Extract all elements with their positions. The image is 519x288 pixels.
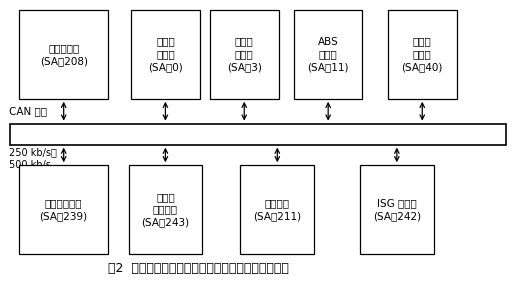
Text: 蓄电池
管理系统
(SA：243): 蓄电池 管理系统 (SA：243): [141, 192, 189, 228]
Bar: [10, 124, 506, 145]
Bar: [19, 10, 108, 99]
Text: 电动机控制器
(SA：239): 电动机控制器 (SA：239): [39, 198, 88, 221]
Bar: [388, 10, 457, 99]
Text: 变速器
控制器
(SA：3): 变速器 控制器 (SA：3): [227, 37, 262, 72]
Text: 超级电容
(SA：211): 超级电容 (SA：211): [253, 198, 302, 221]
Text: ABS
控制器
(SA：11): ABS 控制器 (SA：11): [307, 37, 349, 72]
Text: 250 kb/s或
500 kb/s: 250 kb/s或 500 kb/s: [9, 147, 57, 170]
Bar: [19, 165, 108, 254]
Bar: [210, 10, 279, 99]
Text: CAN 总线: CAN 总线: [9, 107, 47, 116]
Text: 驾驶员
显示器
(SA：40): 驾驶员 显示器 (SA：40): [402, 37, 443, 72]
Text: 整车控制器
(SA：208): 整车控制器 (SA：208): [39, 43, 88, 66]
Bar: [131, 10, 200, 99]
Bar: [294, 10, 362, 99]
Bar: [360, 165, 434, 254]
Bar: [129, 165, 202, 254]
Bar: [240, 165, 314, 254]
Text: 发动机
控制器
(SA：0): 发动机 控制器 (SA：0): [148, 37, 183, 72]
Text: ISG 控制器
(SA：242): ISG 控制器 (SA：242): [373, 198, 421, 221]
Text: 图2  混合动力汽车动力总成系统推荐的网络拓扑结构: 图2 混合动力汽车动力总成系统推荐的网络拓扑结构: [108, 262, 289, 275]
